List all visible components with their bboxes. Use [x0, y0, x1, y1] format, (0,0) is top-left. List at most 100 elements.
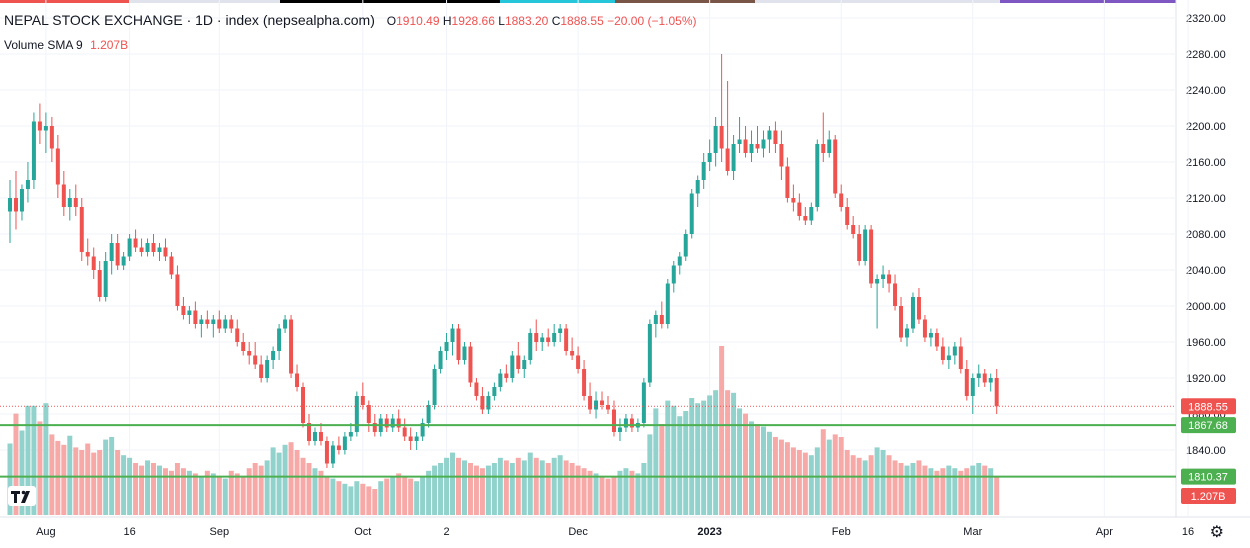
candle-body	[432, 369, 437, 405]
volume-bar	[456, 457, 461, 515]
candle-body	[486, 396, 491, 410]
candle-body	[719, 126, 724, 149]
volume-bar	[683, 411, 689, 515]
volume-bar	[856, 457, 862, 515]
volume-bar	[581, 468, 587, 515]
volume-bar	[868, 455, 874, 515]
candle-body	[534, 333, 539, 342]
candle-body	[103, 261, 108, 297]
candle-body	[133, 238, 138, 248]
volume-bar	[557, 455, 563, 515]
y-tick-label: 1960.00	[1186, 337, 1226, 349]
x-tick-label: 16	[1182, 526, 1194, 538]
candle-body	[683, 234, 688, 257]
volume-bar	[545, 463, 551, 515]
volume-bar	[605, 478, 611, 515]
volume-bar	[49, 434, 55, 515]
candle-body	[749, 144, 754, 153]
tradingview-logo-icon[interactable]	[8, 486, 36, 506]
gear-icon[interactable]: ⚙	[1209, 524, 1224, 541]
candle-body	[713, 126, 718, 153]
candle-body	[462, 346, 467, 360]
volume-bar	[318, 470, 324, 515]
price-label-text: 1810.37	[1188, 472, 1228, 484]
candle-body	[899, 306, 904, 338]
volume-bar	[294, 450, 300, 515]
candle-body	[839, 193, 844, 207]
candle-body	[109, 243, 114, 261]
candle-body	[994, 378, 999, 407]
candle-body	[199, 319, 204, 324]
volume-bar	[467, 463, 473, 515]
candle-body	[767, 130, 772, 140]
candle-body	[522, 360, 527, 369]
volume-bar	[647, 434, 653, 515]
x-tick-label: Feb	[832, 526, 851, 538]
open-label: O	[386, 14, 397, 28]
volume-bar	[886, 455, 892, 515]
candle-body	[546, 337, 551, 342]
volume-bar	[922, 465, 928, 515]
candle-body	[594, 400, 599, 410]
volume-bar	[133, 463, 139, 515]
candle-body	[211, 319, 216, 324]
volume-bar	[910, 463, 916, 515]
candle-body	[516, 355, 521, 369]
volume-bar	[952, 468, 958, 515]
candle-body	[893, 283, 898, 306]
candle-body	[390, 418, 395, 428]
top-strip-segment	[130, 0, 280, 3]
x-tick-label: Mar	[963, 526, 982, 538]
price-label-box	[1181, 417, 1236, 434]
volume-bar	[282, 444, 288, 515]
volume-bar	[994, 476, 1000, 515]
candle-body	[348, 432, 353, 437]
candle-body	[336, 445, 341, 450]
volume-bar	[946, 465, 952, 515]
volume-bar	[982, 465, 988, 515]
volume-bar	[438, 463, 444, 515]
y-tick-label: 2200.00	[1186, 121, 1226, 133]
candle-body	[910, 297, 915, 329]
symbol-title[interactable]: NEPAL STOCK EXCHANGE · 1D · index (nepse…	[4, 12, 375, 28]
volume-bar	[420, 476, 426, 515]
volume-bar	[300, 457, 306, 515]
candle-body	[181, 306, 186, 315]
candle-body	[468, 346, 473, 383]
candle-body	[295, 373, 300, 387]
volume-bar	[928, 468, 934, 515]
volume-bar	[689, 398, 695, 515]
candle-body	[324, 441, 329, 464]
candle-body	[456, 328, 461, 360]
volume-bar	[354, 481, 360, 515]
close-label: C	[551, 14, 561, 28]
candle-body	[725, 148, 730, 171]
volume-bar	[844, 450, 850, 515]
candle-body	[396, 418, 401, 428]
volume-bar	[958, 470, 964, 515]
volume-legend[interactable]: Volume SMA 9 1.207B	[4, 38, 128, 52]
volume-bar	[168, 470, 174, 515]
volume-bar	[270, 447, 276, 515]
top-strip-segment	[755, 0, 885, 3]
volume-bar	[641, 463, 647, 515]
price-label-box	[1181, 398, 1236, 415]
volume-bar	[904, 465, 910, 515]
candle-body	[659, 315, 664, 324]
volume-bar	[808, 455, 814, 515]
candle-body	[91, 256, 96, 270]
candle-body	[127, 238, 132, 257]
candle-body	[916, 297, 921, 320]
candle-body	[414, 436, 419, 441]
volume-bar	[73, 447, 79, 515]
top-strip-segment	[1000, 0, 1203, 3]
volume-bar	[408, 478, 414, 515]
volume-bar	[760, 426, 766, 515]
volume-bar	[671, 405, 677, 515]
candle-body	[701, 162, 706, 180]
candle-body	[8, 198, 12, 212]
volume-bar	[396, 473, 402, 515]
candle-body	[576, 355, 581, 369]
volume-bar	[521, 460, 527, 515]
